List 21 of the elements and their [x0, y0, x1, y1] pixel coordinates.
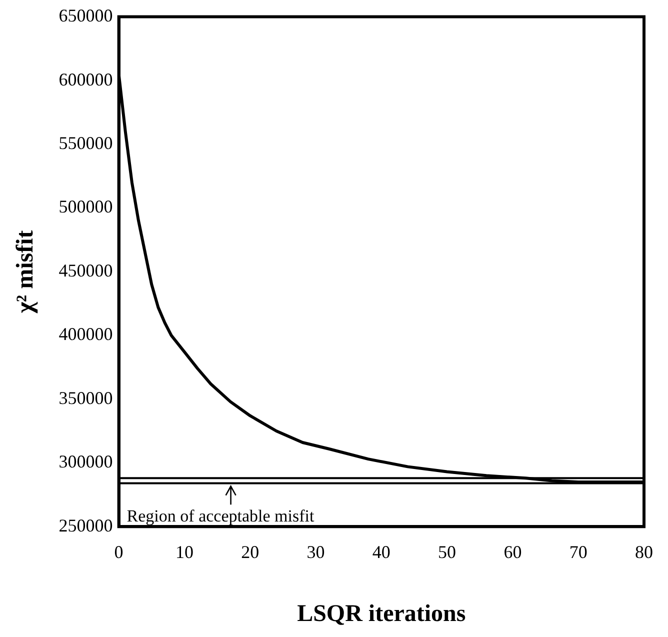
y-tick-label: 500000: [58, 196, 113, 217]
x-tick-label: 20: [241, 542, 260, 562]
x-tick-label: 10: [175, 542, 194, 562]
y-tick-label: 300000: [58, 452, 113, 472]
x-tick-label: 80: [635, 542, 653, 562]
x-tick-label: 70: [569, 542, 588, 562]
legend-label: Region of acceptable misfit: [126, 506, 314, 526]
x-axis-title: LSQR iterations: [297, 600, 466, 627]
y-tick-label: 600000: [58, 69, 113, 90]
y-axis-title: χ² misfit: [12, 230, 39, 314]
y-tick-label: 650000: [58, 6, 113, 26]
x-tick-label: 50: [438, 542, 456, 562]
x-tick-label: 60: [504, 542, 522, 562]
y-tick-label: 400000: [58, 324, 113, 344]
x-tick-label: 40: [372, 542, 390, 562]
x-tick-label: 30: [306, 542, 325, 562]
y-tick-label: 350000: [58, 388, 113, 408]
y-tick-label: 550000: [58, 132, 113, 153]
y-tick-label: 450000: [58, 260, 113, 280]
x-tick-label: 0: [114, 542, 124, 562]
y-tick-label: 250000: [58, 515, 113, 536]
